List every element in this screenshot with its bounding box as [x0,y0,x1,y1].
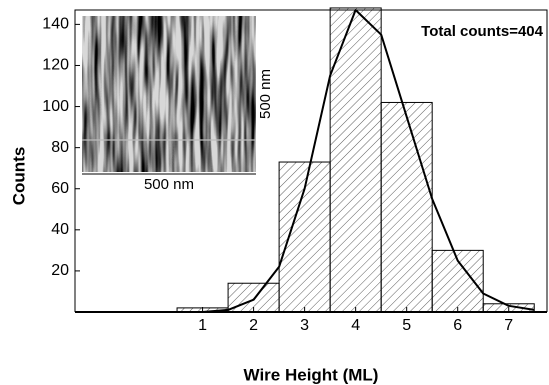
inset-x-label: 500 nm [144,176,194,193]
y-tick-label: 100 [42,98,69,115]
x-tick-label: 1 [198,317,207,334]
y-tick-label: 40 [51,221,69,238]
y-tick-label: 60 [51,180,69,197]
x-tick-label: 3 [300,317,309,334]
y-axis-label: Counts [9,147,28,206]
y-tick-label: 20 [51,262,69,279]
x-tick-label: 5 [402,317,411,334]
bar [381,102,432,312]
x-tick-label: 4 [351,317,360,334]
y-tick-label: 140 [42,16,69,33]
inset-y-label: 500 nm [257,69,274,119]
inset-texture [82,16,256,172]
x-tick-label: 7 [504,317,513,334]
chart: 1 2 3 4 5 6 7 20 40 60 80 100 120 140 500 nm 500 nm T… [0,0,549,385]
x-axis-label: Wire Height (ML) [244,365,379,384]
y-tick-label: 80 [51,139,69,156]
inset-image: 500 nm 500 nm [82,16,274,193]
y-tick-label: 120 [42,57,69,74]
x-tick-label: 6 [453,317,462,334]
annotation: Total counts=404 [421,23,543,40]
x-tick-label: 2 [249,317,258,334]
